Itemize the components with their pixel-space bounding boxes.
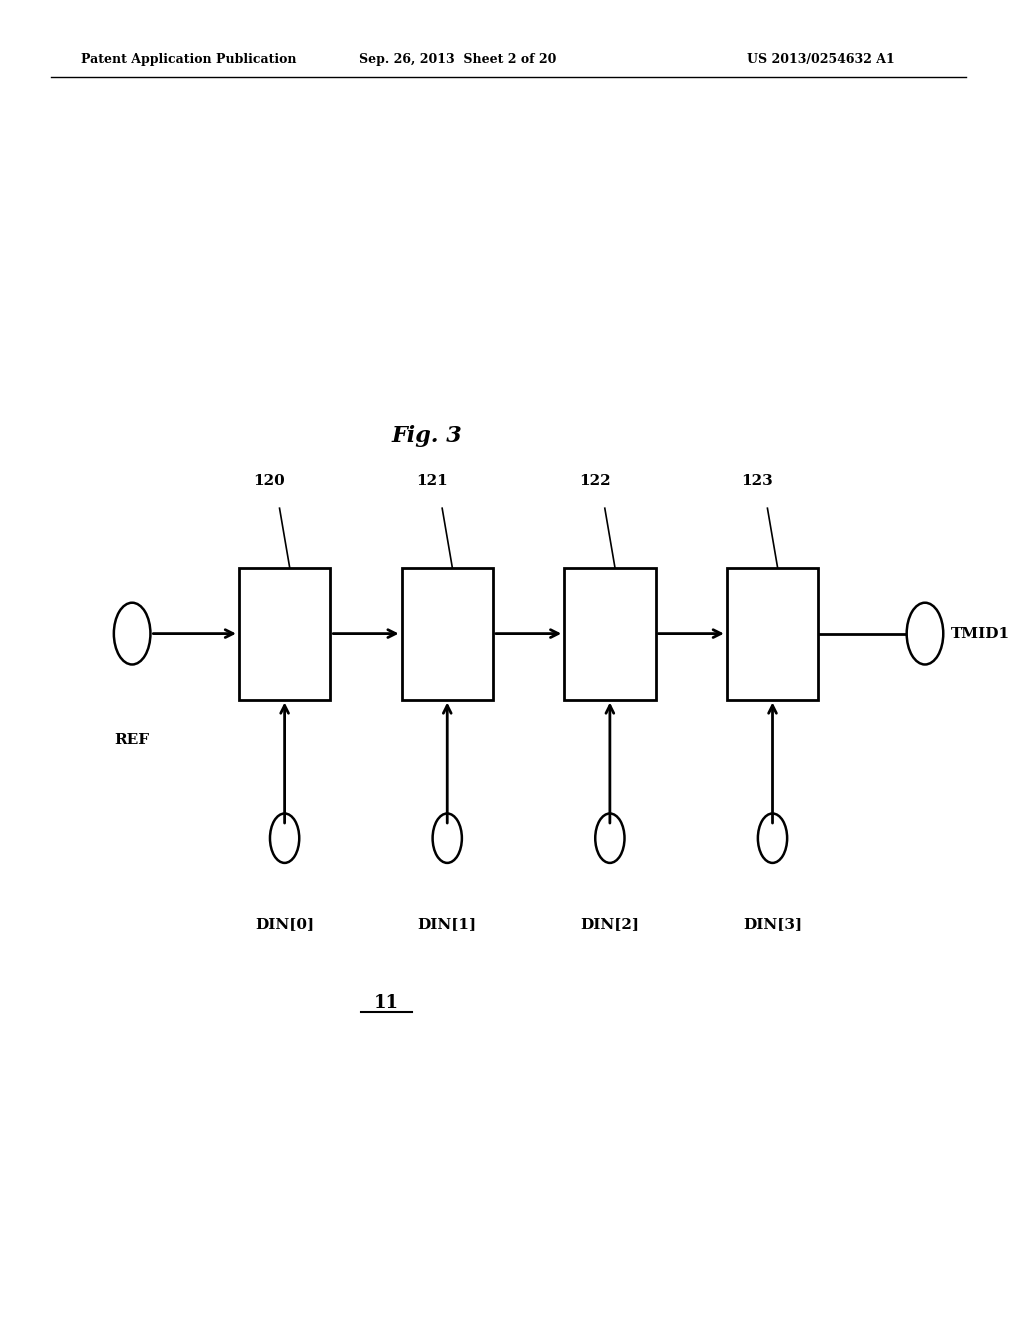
Text: Patent Application Publication: Patent Application Publication [81, 53, 297, 66]
Text: DIN[0]: DIN[0] [255, 917, 314, 932]
Ellipse shape [758, 813, 787, 863]
Text: US 2013/0254632 A1: US 2013/0254632 A1 [746, 53, 895, 66]
Bar [564, 568, 655, 700]
Bar [239, 568, 331, 700]
Text: TMID1: TMID1 [950, 627, 1010, 640]
Ellipse shape [114, 603, 151, 664]
Text: Fig. 3: Fig. 3 [391, 425, 462, 446]
Bar [401, 568, 493, 700]
Text: 123: 123 [741, 474, 773, 488]
Text: DIN[3]: DIN[3] [743, 917, 802, 932]
Text: 120: 120 [254, 474, 286, 488]
Text: REF: REF [115, 733, 150, 747]
Text: Sep. 26, 2013  Sheet 2 of 20: Sep. 26, 2013 Sheet 2 of 20 [358, 53, 556, 66]
Text: DIN[1]: DIN[1] [418, 917, 477, 932]
Ellipse shape [432, 813, 462, 863]
Text: DIN[2]: DIN[2] [581, 917, 639, 932]
Ellipse shape [270, 813, 299, 863]
Ellipse shape [595, 813, 625, 863]
Ellipse shape [906, 603, 943, 664]
Bar [727, 568, 818, 700]
Text: 122: 122 [579, 474, 610, 488]
Text: 11: 11 [374, 994, 398, 1012]
Text: 121: 121 [416, 474, 447, 488]
